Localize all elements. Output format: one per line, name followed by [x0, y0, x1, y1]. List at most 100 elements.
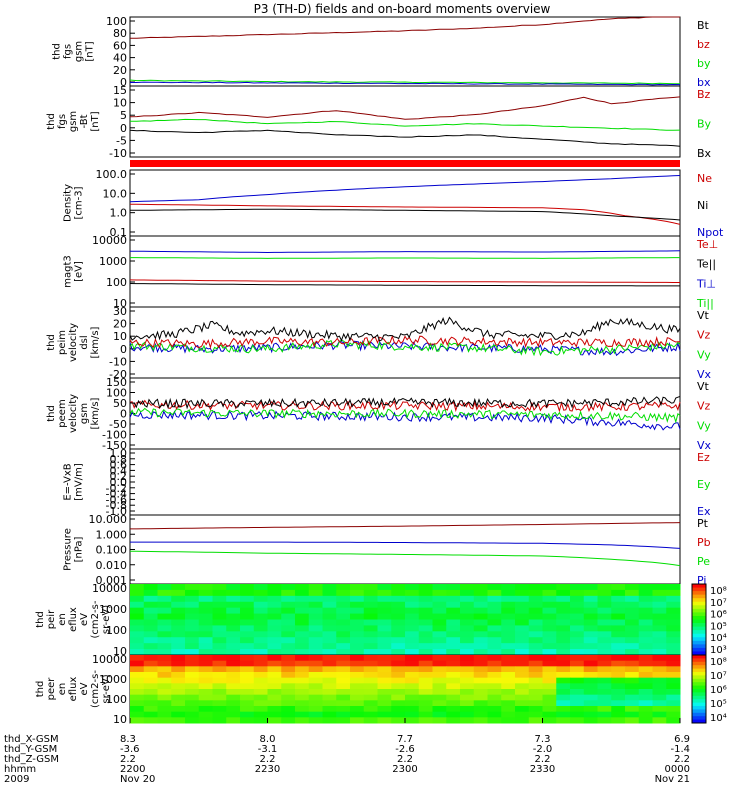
- spectrogram-cell: [185, 711, 200, 718]
- ytick-label: 10.0: [103, 187, 128, 200]
- spectrogram-cell: [363, 607, 378, 615]
- spectrogram-cell: [542, 613, 557, 620]
- spectrogram-cell: [542, 672, 557, 679]
- spectrogram-cell: [460, 660, 475, 667]
- spectrogram-cell: [418, 672, 433, 679]
- spectrogram-cell: [528, 672, 543, 679]
- spectrogram-cell: [597, 589, 612, 597]
- spectrogram-cell: [432, 689, 447, 696]
- spectrogram-cell: [157, 601, 172, 609]
- spectrogram-cell: [171, 607, 186, 615]
- spectrogram-cell: [501, 631, 516, 638]
- spectrogram-cell: [405, 717, 420, 724]
- spectrogram-cell: [542, 683, 557, 690]
- spectrogram-cell: [597, 601, 612, 609]
- spectrogram-cell: [501, 683, 516, 690]
- spectrogram-cell: [542, 619, 557, 626]
- spectrogram-cell: [501, 619, 516, 626]
- spectrogram-cell: [501, 637, 516, 644]
- spectrogram-cell: [130, 625, 145, 632]
- spectrogram-cell: [556, 694, 571, 701]
- spectrogram-cell: [185, 666, 200, 673]
- spectrogram-cell: [556, 683, 571, 690]
- xaxis-row-label: 2009: [4, 774, 29, 785]
- spectrogram-cell: [666, 660, 681, 667]
- spectrogram-cell: [267, 689, 282, 696]
- spectrogram-cell: [666, 683, 681, 690]
- spectrogram-cell: [377, 711, 392, 718]
- spectrogram-cell: [542, 711, 557, 718]
- spectrogram-cell: [611, 683, 626, 690]
- spectrogram-cell: [253, 607, 268, 615]
- series-line-Ni: [130, 208, 681, 221]
- spectrogram-cell: [432, 625, 447, 632]
- ytick-label: -10: [109, 147, 127, 160]
- spectrogram-cell: [350, 643, 365, 650]
- series-line-by: [129, 79, 680, 85]
- spectrogram-cell: [212, 607, 227, 615]
- spectrogram-cell: [597, 584, 612, 591]
- spectrogram-cell: [570, 683, 585, 690]
- spectrogram-cell: [638, 660, 653, 667]
- spectrogram-cell: [597, 666, 612, 673]
- spectrogram-cell: [515, 595, 530, 603]
- spectrogram-cell: [281, 717, 296, 724]
- spectrogram-cell: [542, 643, 557, 650]
- spectrogram-cell: [515, 589, 530, 597]
- spectrogram-cell: [570, 637, 585, 644]
- spectrogram-cell: [391, 584, 406, 591]
- spectrogram-cell: [130, 584, 145, 591]
- ytick-label: 100.0: [96, 168, 128, 181]
- spectrogram-cell: [281, 631, 296, 638]
- spectrogram-cell: [322, 683, 337, 690]
- spectrogram-cell: [350, 649, 365, 656]
- spectrogram-cell: [652, 660, 667, 667]
- ytick-label: 0: [120, 122, 127, 135]
- spectrogram-cell: [611, 666, 626, 673]
- spectrogram-cell: [460, 711, 475, 718]
- spectrogram-cell: [212, 619, 227, 626]
- spectrogram-cell: [267, 625, 282, 632]
- spectrogram-cell: [322, 672, 337, 679]
- spectrogram-cell: [171, 706, 186, 713]
- spectrogram-cell: [391, 672, 406, 679]
- spectrogram-cell: [625, 607, 640, 615]
- spectrogram-cell: [570, 595, 585, 603]
- spectrogram-cell: [198, 584, 213, 591]
- spectrogram-cell: [171, 694, 186, 701]
- spectrogram-cell: [391, 655, 406, 662]
- spectrogram-cell: [652, 649, 667, 656]
- spectrogram-cell: [570, 607, 585, 615]
- spectrogram-cell: [556, 643, 571, 650]
- spectrogram-cell: [625, 706, 640, 713]
- spectrogram-cell: [570, 589, 585, 597]
- spectrogram-cell: [171, 677, 186, 684]
- spectrogram-cell: [638, 694, 653, 701]
- spectrogram-cell: [322, 700, 337, 707]
- spectrogram-cell: [226, 666, 241, 673]
- colorbar-band: [692, 665, 706, 670]
- spectrogram-cell: [638, 706, 653, 713]
- spectrogram-cell: [143, 625, 158, 632]
- spectrogram-cell: [597, 683, 612, 690]
- colorbar-band: [692, 675, 706, 680]
- spectrogram-cell: [336, 660, 351, 667]
- spectrogram-cell: [652, 655, 667, 662]
- spectrogram-cell: [625, 717, 640, 724]
- spectrogram-cell: [212, 631, 227, 638]
- spectrogram-cell: [638, 637, 653, 644]
- ylabel-fgs-components: thd fgs gsm -Bt [nT]: [46, 111, 101, 132]
- spectrogram-cell: [350, 613, 365, 620]
- ylabel-peim-velocity: thd peim velocity dsl [km/s]: [46, 323, 101, 362]
- spectrogram-cell: [240, 717, 255, 724]
- colorbar-band: [692, 612, 706, 617]
- xaxis-value: 7.7: [397, 734, 413, 745]
- spectrogram-cell: [226, 595, 241, 603]
- spectrogram-cell: [528, 649, 543, 656]
- spectrogram-cell: [446, 672, 461, 679]
- spectrogram-cell: [336, 613, 351, 620]
- spectrogram-cell: [185, 607, 200, 615]
- ylabel-line: thd: [46, 113, 57, 130]
- spectrogram-cell: [473, 655, 488, 662]
- spectrogram-cell: [446, 625, 461, 632]
